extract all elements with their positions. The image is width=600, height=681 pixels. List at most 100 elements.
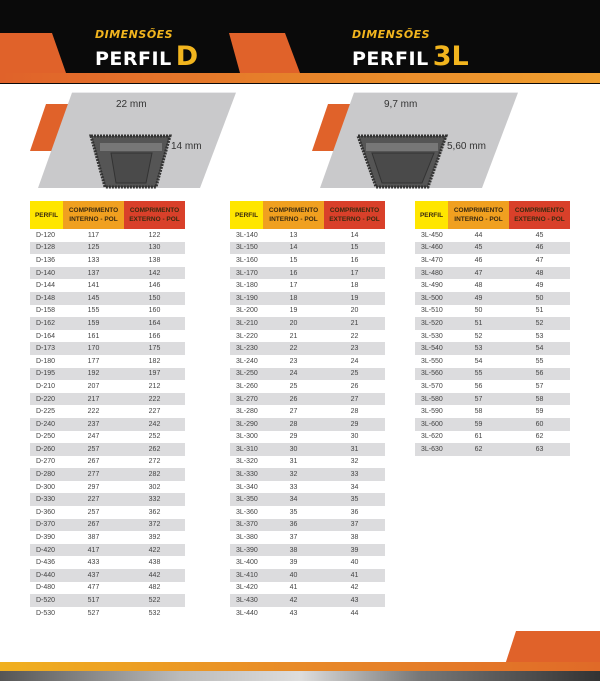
width-label: 22 mm bbox=[116, 99, 147, 110]
table-row: 3L-200 19 20 bbox=[230, 305, 385, 318]
table-row: D-280 277 282 bbox=[30, 468, 185, 481]
interno-cell: 227 bbox=[63, 493, 124, 507]
perfil-cell: 3L-410 bbox=[230, 569, 263, 582]
table-row: 3L-560 55 56 bbox=[415, 367, 570, 381]
externo-cell: 282 bbox=[124, 468, 185, 481]
externo-cell: 30 bbox=[350, 433, 359, 441]
interno-cell: 50 bbox=[474, 307, 483, 315]
interno-cell: 237 bbox=[63, 417, 124, 431]
perfil-cell: D-250 bbox=[36, 433, 56, 441]
perfil-cell: 3L-160 bbox=[236, 256, 258, 264]
perfil-cell: D-436 bbox=[36, 559, 56, 567]
table-row: D-144 141 146 bbox=[30, 279, 185, 292]
table-row: 3L-170 16 17 bbox=[230, 266, 385, 280]
interno-cell: 42 bbox=[263, 594, 324, 607]
interno-cell: 16 bbox=[263, 266, 324, 280]
interno-cell: 207 bbox=[87, 382, 100, 390]
interno-cell: 14 bbox=[263, 241, 324, 255]
table-row: 3L-620 61 62 bbox=[415, 431, 570, 444]
table-row: 3L-360 35 36 bbox=[230, 506, 385, 519]
interno-cell: 145 bbox=[63, 291, 124, 305]
externo-cell: 166 bbox=[148, 332, 161, 340]
perfil-cell: 3L-370 bbox=[230, 518, 263, 532]
externo-cell: 35 bbox=[324, 493, 385, 507]
externo-cell: 40 bbox=[350, 559, 359, 567]
interno-cell: 117 bbox=[87, 231, 100, 239]
table-row: 3L-520 51 52 bbox=[415, 317, 570, 330]
interno-cell: 37 bbox=[289, 534, 298, 542]
externo-cell: 25 bbox=[324, 367, 385, 381]
column-header: COMPRIMENTO INTERNO - POL bbox=[63, 201, 124, 229]
externo-cell: 332 bbox=[124, 493, 185, 507]
perfil-cell: 3L-310 bbox=[230, 443, 263, 456]
table-row: D-225 222 227 bbox=[30, 405, 185, 418]
perfil-cell: 3L-360 bbox=[236, 508, 258, 516]
header-stripe bbox=[0, 73, 600, 83]
belt-diagram-d: 22 mm 14 mm bbox=[28, 90, 243, 194]
table-row: 3L-550 54 55 bbox=[415, 355, 570, 368]
perfil-cell: 3L-350 bbox=[230, 493, 263, 507]
table-row: 3L-470 46 47 bbox=[415, 254, 570, 267]
interno-cell: 267 bbox=[63, 518, 124, 532]
table-row: D-120 117 122 bbox=[30, 229, 185, 242]
footer-decoration bbox=[503, 631, 600, 671]
perfil-cell: D-158 bbox=[36, 307, 56, 315]
perfil-cell: D-280 bbox=[30, 468, 63, 481]
table-row: 3L-500 49 50 bbox=[415, 291, 570, 305]
perfil-cell: D-390 bbox=[36, 534, 56, 542]
perfil-cell: 3L-180 bbox=[236, 282, 258, 290]
interno-cell: 61 bbox=[474, 433, 483, 441]
header-decoration bbox=[0, 33, 300, 83]
perfil-cell: D-270 bbox=[36, 458, 56, 466]
perfil-cell: D-330 bbox=[30, 493, 63, 507]
table-row: D-140 137 142 bbox=[30, 266, 185, 280]
interno-cell: 29 bbox=[289, 433, 298, 441]
externo-cell: 51 bbox=[535, 307, 544, 315]
perfil-cell: 3L-540 bbox=[415, 342, 448, 355]
perfil-cell: 3L-450 bbox=[421, 231, 443, 239]
table-perfil-3l-a: PERFIL COMPRIMENTO INTERNO - POL COMPRIMEN… bbox=[230, 201, 385, 619]
perfil-cell: D-520 bbox=[30, 594, 63, 607]
perfil-cell: D-128 bbox=[30, 241, 63, 255]
externo-cell: 46 bbox=[509, 241, 570, 255]
table-row: 3L-270 26 27 bbox=[230, 392, 385, 406]
width-label: 9,7 mm bbox=[384, 99, 418, 110]
table-row: D-128 125 130 bbox=[30, 241, 185, 255]
interno-cell: 57 bbox=[448, 392, 509, 406]
externo-cell: 272 bbox=[148, 458, 161, 466]
perfil-cell: D-164 bbox=[36, 332, 56, 340]
perfil-cell: 3L-300 bbox=[236, 433, 258, 441]
table-row: D-360 257 362 bbox=[30, 506, 185, 519]
table-row: 3L-150 14 15 bbox=[230, 241, 385, 255]
perfil-cell: D-480 bbox=[36, 584, 56, 592]
perfil-cell: 3L-470 bbox=[421, 256, 443, 264]
perfil-cell: D-360 bbox=[36, 508, 56, 516]
table-row: D-370 267 372 bbox=[30, 518, 185, 532]
interno-cell: 417 bbox=[63, 543, 124, 557]
interno-cell: 41 bbox=[289, 584, 298, 592]
interno-cell: 53 bbox=[448, 342, 509, 355]
interno-cell: 48 bbox=[474, 282, 483, 290]
externo-cell: 160 bbox=[148, 307, 161, 315]
externo-cell: 42 bbox=[350, 584, 359, 592]
externo-cell: 122 bbox=[148, 231, 161, 239]
title-subtitle: DIMENSÕES bbox=[95, 28, 174, 41]
perfil-cell: D-260 bbox=[30, 443, 63, 456]
perfil-cell: 3L-250 bbox=[230, 367, 263, 381]
table-row: 3L-330 32 33 bbox=[230, 468, 385, 481]
title-code: 3L bbox=[432, 41, 469, 72]
column-header: COMPRIMENTO EXTERNO - POL bbox=[124, 201, 185, 229]
belt-cross-section-icon bbox=[312, 92, 518, 189]
externo-cell: 43 bbox=[324, 594, 385, 607]
externo-cell: 36 bbox=[350, 508, 359, 516]
footer-stripe bbox=[0, 662, 600, 671]
table-row: D-270 267 272 bbox=[30, 456, 185, 469]
perfil-cell: D-140 bbox=[30, 266, 63, 280]
perfil-cell: 3L-280 bbox=[236, 408, 258, 416]
table-row: 3L-240 23 24 bbox=[230, 355, 385, 368]
externo-cell: 422 bbox=[124, 543, 185, 557]
externo-cell: 31 bbox=[324, 443, 385, 456]
externo-cell: 146 bbox=[148, 282, 161, 290]
perfil-cell: D-420 bbox=[30, 543, 63, 557]
perfil-cell: D-162 bbox=[30, 317, 63, 330]
